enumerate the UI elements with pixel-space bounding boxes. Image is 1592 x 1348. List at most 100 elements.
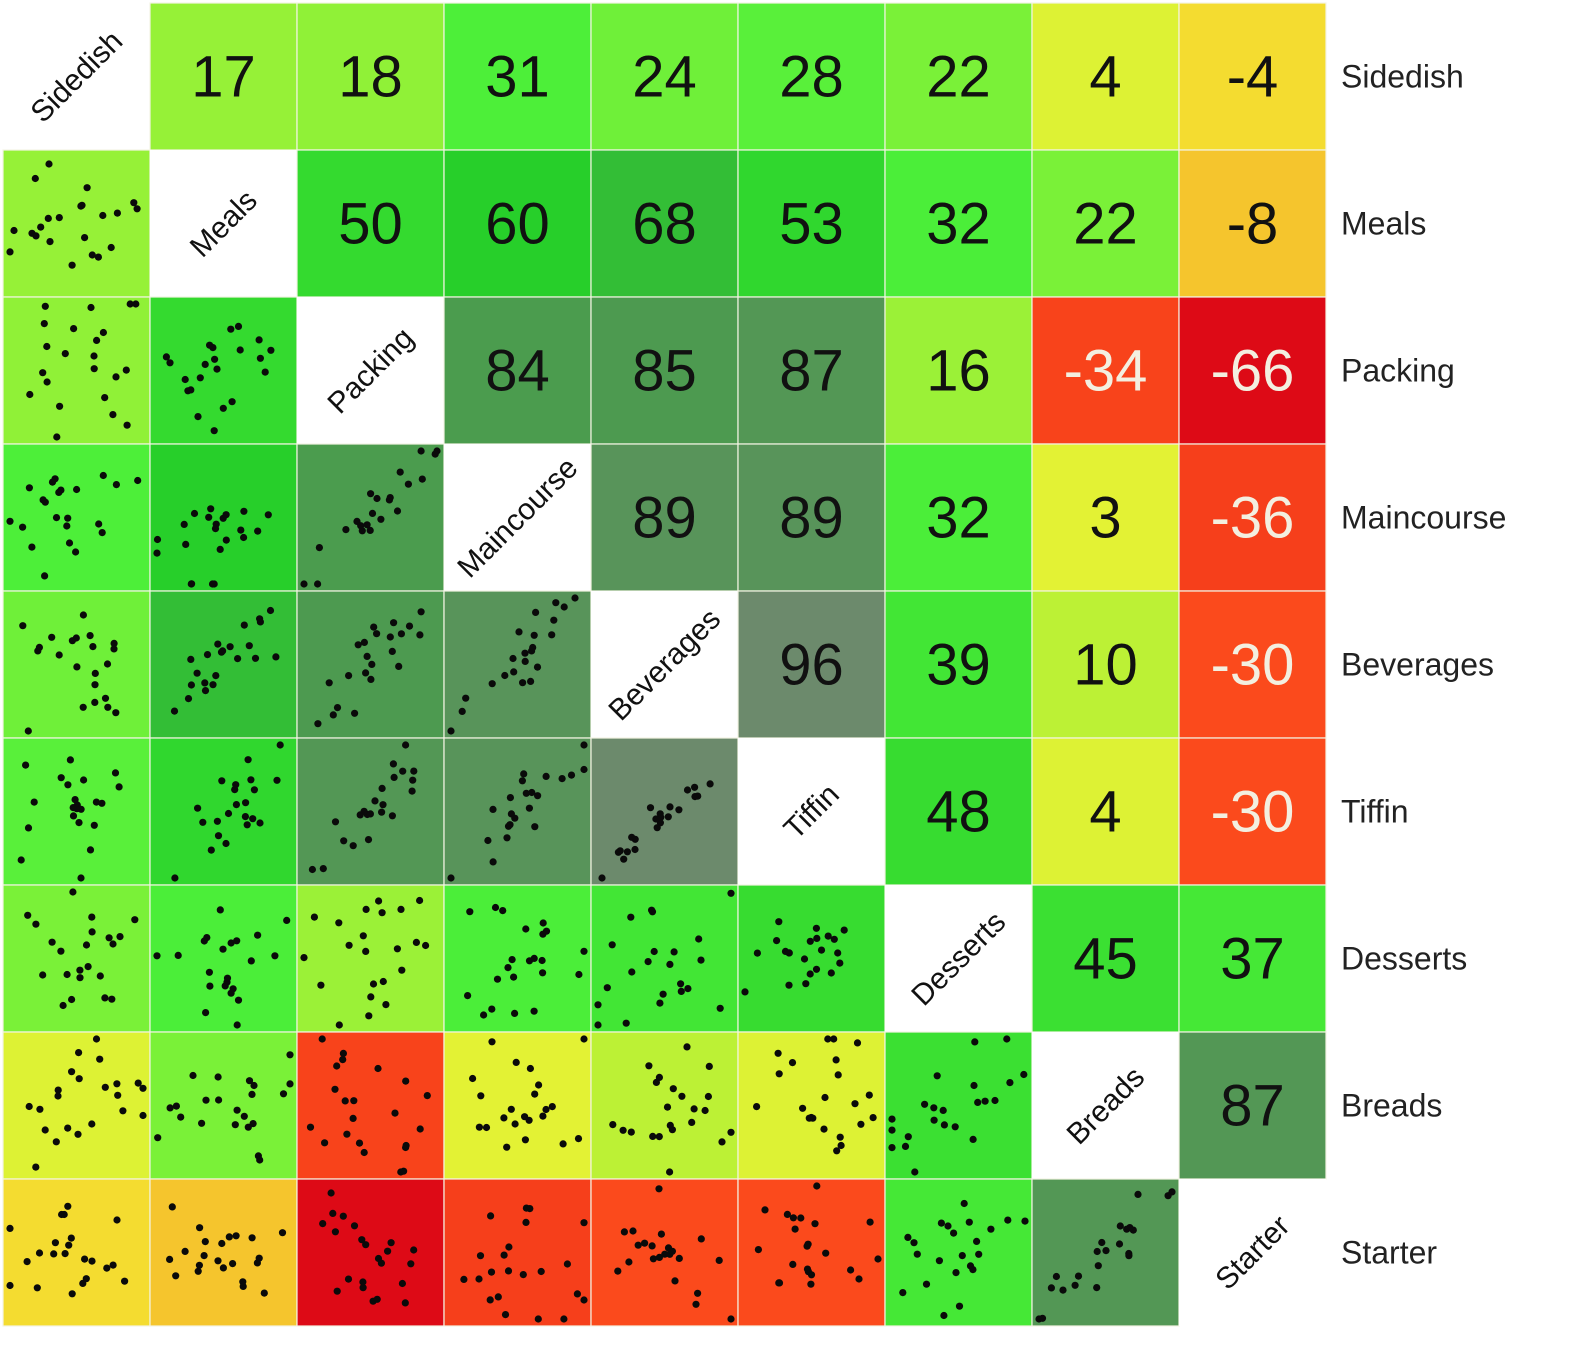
scatter-point-tiffin-meals [242,799,250,807]
scatter-point-breads-sidedish [68,1068,76,1076]
scatter-point-beverages-packing [416,631,424,639]
scatter-point-breads-packing [341,1097,349,1105]
scatter-point-starter-packing [401,1299,409,1307]
scatter-point-beverages-packing [405,622,414,630]
scatter-point-breads-beverages [701,1106,709,1115]
scatter-point-packing-sidedish [53,433,61,441]
scatter-point-breads-sidedish [75,1049,83,1057]
scatter-point-starter-packing [329,1209,337,1217]
scatter-point-desserts-beverages [627,913,635,921]
corr-value-maincourse-desserts: 32 [926,486,991,551]
scatter-point-starter-meals [201,1238,209,1246]
scatter-point-starter-meals [229,1260,237,1268]
scatter-point-starter-maincourse [486,1296,494,1304]
corr-value-sidedish-maincourse: 31 [485,45,550,110]
scatter-point-breads-desserts [974,1098,982,1106]
scatter-point-breads-sidedish [88,1120,96,1128]
scatter-point-starter-packing [373,1295,381,1303]
scatter-point-desserts-sidedish [24,911,32,919]
scatter-point-desserts-tiffin [824,932,832,940]
scatter-point-breads-beverages [705,1062,713,1070]
scatter-point-desserts-tiffin [741,988,749,996]
corr-value-beverages-breads: 10 [1073,633,1138,698]
scatter-point-starter-beverages [727,1315,735,1323]
scatter-point-maincourse-sidedish [25,484,33,492]
scatter-point-starter-maincourse [537,1267,545,1276]
scatter-point-desserts-meals [233,1021,241,1029]
scatter-point-tiffin-packing [389,760,397,768]
scatter-point-tiffin-meals [250,786,258,794]
scatter-point-beverages-meals [187,681,195,689]
cell-breads-tiffin [737,1031,886,1180]
scatter-point-desserts-packing [365,1012,373,1020]
scatter-point-desserts-maincourse [480,1011,488,1019]
scatter-point-desserts-packing [310,913,318,921]
scatter-point-starter-maincourse [519,1271,527,1279]
scatter-point-starter-sidedish [109,1261,117,1269]
scatter-point-starter-beverages [661,1250,669,1258]
scatter-point-tiffin-meals [224,809,233,818]
scatter-point-meals-sidedish [6,248,14,256]
scatter-point-packing-sidedish [122,366,130,374]
scatter-point-breads-packing [349,1114,357,1122]
scatter-point-breads-beverages [683,1043,691,1051]
scatter-point-beverages-sidedish [110,639,118,648]
scatter-point-beverages-maincourse [462,694,470,702]
scatter-point-desserts-packing [398,966,406,974]
scatter-point-tiffin-beverages [691,783,699,791]
scatter-point-desserts-beverages [659,990,667,998]
scatter-point-desserts-sidedish [76,974,84,982]
scatter-point-starter-meals [172,1272,180,1280]
scatter-point-beverages-maincourse [458,707,466,716]
scatter-point-desserts-beverages [656,999,664,1007]
scatter-point-tiffin-meals [213,817,221,825]
scatter-point-maincourse-packing [417,447,425,455]
scatter-point-desserts-sidedish [105,934,113,942]
scatter-point-breads-meals [233,1106,241,1114]
row-label-sidedish: Sidedish [1341,59,1464,95]
scatter-point-beverages-maincourse [552,599,560,607]
scatter-point-breads-tiffin [805,1114,813,1122]
diag-cell-meals [150,150,297,297]
scatter-point-desserts-sidedish [88,913,96,921]
scatter-point-tiffin-meals [256,819,264,827]
cell-meals-tiffin [737,149,886,298]
scatter-point-desserts-packing [335,919,343,927]
scatter-point-starter-sidedish [6,1224,14,1232]
scatter-point-desserts-meals [203,934,211,942]
cell-beverages-tiffin [737,590,886,739]
scatter-point-tiffin-meals [249,815,257,823]
scatter-point-breads-packing [374,1064,382,1073]
scatter-point-starter-sidedish [64,1202,72,1210]
scatter-point-starter-breads [1093,1284,1101,1292]
scatter-point-meals-sidedish [45,160,53,168]
scatter-point-starter-beverages [671,1277,679,1285]
scatter-point-breads-maincourse [507,1105,515,1113]
cell-starter-maincourse [443,1178,592,1327]
scatter-point-desserts-meals [219,945,227,953]
scatter-point-breads-maincourse [488,1038,496,1046]
scatter-point-starter-meals [239,1282,247,1290]
scatter-point-breads-beverages [669,1085,677,1093]
scatter-point-packing-meals [209,344,217,352]
scatter-point-breads-meals [231,1121,239,1129]
scatter-point-starter-meals [196,1224,204,1232]
scatter-point-desserts-sidedish [96,972,104,980]
scatter-point-desserts-packing [375,897,383,905]
scatter-point-breads-packing [416,1125,424,1133]
scatter-point-starter-packing [359,1284,367,1292]
scatter-point-breads-maincourse [521,1136,530,1144]
scatter-point-desserts-maincourse [522,925,530,933]
scatter-point-desserts-tiffin [817,946,826,954]
scatter-point-starter-tiffin [803,1242,811,1250]
scatter-point-tiffin-maincourse [558,775,566,783]
scatter-point-breads-maincourse [477,1092,485,1100]
scatter-point-tiffin-beverages [666,803,674,811]
scatter-point-meals-sidedish [44,214,52,222]
cell-maincourse-starter [1178,443,1327,592]
scatter-point-desserts-tiffin [834,949,842,957]
scatter-point-starter-meals [166,1255,174,1263]
scatter-point-breads-beverages [619,1126,627,1134]
scatter-point-meals-sidedish [78,201,86,209]
scatter-point-desserts-meals [205,968,213,976]
